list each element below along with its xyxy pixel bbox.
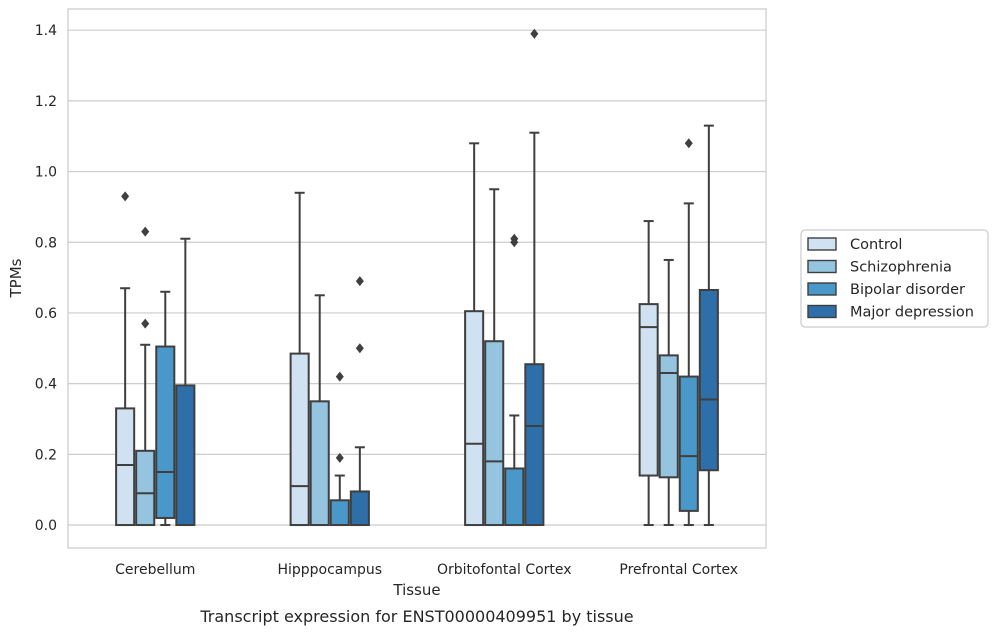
- outlier-point: [510, 233, 519, 244]
- box-control: [289, 191, 310, 527]
- legend-frame: [800, 229, 989, 328]
- plot-frame: [67, 8, 767, 549]
- outlier-point: [121, 191, 130, 202]
- box-body: [638, 303, 659, 477]
- outlier-point: [141, 226, 150, 237]
- box-body: [504, 467, 525, 527]
- box-body: [678, 375, 699, 512]
- chart-caption: Transcript expression for ENST0000040995…: [199, 607, 633, 626]
- y-tick-label: 0.0: [35, 518, 57, 534]
- x-tick-label: Cerebellum: [115, 562, 195, 578]
- box-schizophrenia: [309, 294, 330, 527]
- box-body: [135, 449, 156, 527]
- box-schizophrenia: [135, 226, 156, 527]
- box-schizophrenia: [484, 188, 505, 527]
- box-body: [524, 363, 545, 527]
- y-tick-labels: 0.0 0.2 0.4 0.6 0.8 1.0 1.2 1.4: [35, 23, 57, 534]
- y-tick-label: 0.6: [35, 306, 57, 322]
- box-group: [464, 28, 545, 527]
- box-group: [289, 191, 370, 527]
- box-body: [309, 400, 330, 527]
- box-group: [115, 191, 196, 527]
- box-control: [638, 220, 659, 527]
- legend-swatch: [807, 304, 837, 319]
- box-body: [289, 352, 310, 527]
- box-body: [349, 490, 370, 527]
- y-axis-label: TPMs: [7, 258, 25, 298]
- y-tick-label: 0.2: [35, 447, 57, 463]
- y-tick-label: 0.4: [35, 377, 57, 393]
- legend-swatch: [807, 237, 837, 251]
- x-tick-label: Prefrontal Cortex: [619, 562, 738, 578]
- box-body: [658, 354, 679, 479]
- box-body: [175, 384, 196, 527]
- outlier-point: [335, 371, 344, 382]
- box-body: [155, 345, 176, 519]
- box-schizophrenia: [658, 258, 679, 527]
- legend-label: Bipolar disorder: [850, 282, 965, 298]
- x-tick-label: Hipppocampus: [277, 562, 382, 578]
- outlier-point: [355, 343, 364, 354]
- box-body: [484, 340, 505, 527]
- box-major-depression: [349, 276, 370, 527]
- box-body: [698, 288, 719, 472]
- outlier-point: [684, 138, 693, 149]
- box-major-depression: [175, 237, 196, 527]
- outlier-point: [335, 452, 344, 463]
- x-axis-label: Tissue: [392, 581, 440, 599]
- box-major-depression: [524, 28, 545, 527]
- x-tick-label: Orbitofontal Cortex: [437, 562, 572, 578]
- box-control: [464, 142, 485, 527]
- box-bipolar-disorder: [678, 138, 699, 527]
- box-body: [464, 310, 485, 527]
- y-tick-label: 1.2: [35, 94, 57, 110]
- x-tick-labels: Cerebellum Hipppocampus Orbitofontal Corte…: [115, 562, 738, 578]
- box-bipolar-disorder: [155, 290, 176, 527]
- y-tick-label: 1.0: [35, 165, 57, 181]
- box-body: [115, 407, 136, 527]
- box-body: [329, 499, 350, 527]
- box-control: [115, 191, 136, 527]
- legend-label: Control: [850, 237, 902, 253]
- legend-swatch: [807, 259, 837, 274]
- legend-label: Major depression: [850, 305, 974, 321]
- box-bipolar-disorder: [329, 371, 350, 527]
- box-major-depression: [698, 124, 719, 527]
- outlier-point: [141, 318, 150, 329]
- y-tick-label: 0.8: [35, 235, 57, 251]
- legend-swatch: [807, 282, 837, 296]
- outlier-point: [530, 28, 539, 39]
- y-tick-label: 1.4: [35, 23, 57, 39]
- box-group: [638, 124, 719, 527]
- legend: Control Schizophrenia Bipolar disorder Majo…: [800, 229, 989, 328]
- legend-label: Schizophrenia: [850, 260, 952, 276]
- box-bipolar-disorder: [504, 233, 525, 527]
- box-groups: [115, 28, 719, 527]
- outlier-point: [355, 276, 364, 287]
